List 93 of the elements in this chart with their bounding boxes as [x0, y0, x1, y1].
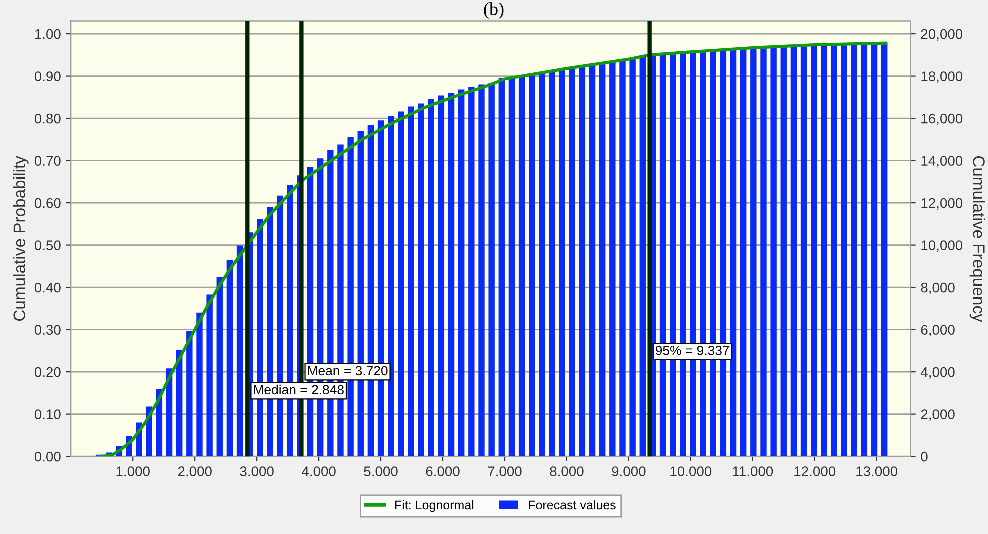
y-tick-label: 0.00	[34, 452, 61, 462]
x-tick-label: 11.000	[733, 466, 774, 476]
bar	[810, 45, 818, 457]
bar	[750, 48, 757, 457]
x-tick-label: 9.000	[612, 466, 646, 476]
bar	[630, 58, 636, 457]
y-tick-label: 0.80	[34, 114, 61, 124]
bar	[226, 260, 234, 457]
bar	[760, 48, 767, 457]
chart-title: (b)	[484, 2, 504, 20]
y2-axis-title: Cumulative Frequency	[970, 156, 986, 322]
bar	[539, 72, 546, 457]
y-tick-label: 0.70	[34, 156, 61, 166]
bar	[388, 116, 394, 457]
bar	[428, 100, 434, 457]
bar	[186, 332, 193, 457]
bar	[468, 87, 475, 457]
bar	[579, 66, 586, 457]
y-tick-label: 0.20	[34, 367, 61, 378]
x-tick-label: 13.000	[856, 466, 898, 476]
y2-tick-label: 2,000	[921, 410, 955, 422]
y-tick-label: 0.60	[34, 198, 61, 208]
y-tick-label: 0.10	[34, 410, 61, 420]
bar	[620, 60, 626, 457]
bar	[881, 43, 888, 457]
y2-tick-label: 20,000	[921, 29, 963, 41]
x-tick-label: 6.000	[426, 466, 460, 476]
bar	[206, 294, 213, 457]
bar	[528, 74, 536, 457]
bar	[196, 312, 203, 457]
bar	[780, 46, 787, 457]
x-tick-label: 12.000	[794, 466, 836, 476]
bar	[790, 46, 798, 457]
ref-line-label: 95% = 9.337	[656, 346, 730, 356]
x-tick-label: 4.000	[302, 466, 336, 476]
x-tick-label: 3.000	[240, 466, 274, 476]
legend-label: Forecast values	[529, 500, 616, 510]
y2-tick-label: 0	[921, 452, 928, 462]
y-tick-label: 0.90	[34, 72, 61, 82]
bar	[770, 46, 777, 457]
y-tick-label: 0.40	[34, 282, 61, 293]
y2-tick-label: 18,000	[922, 72, 963, 84]
y2-tick-label: 14,000	[922, 156, 963, 168]
x-tick-label: 5.000	[364, 466, 398, 476]
bar	[478, 84, 485, 457]
y-tick-label: 0.50	[34, 240, 61, 250]
bar	[216, 276, 223, 457]
bar	[740, 48, 747, 457]
bar	[610, 61, 616, 457]
bar	[448, 93, 455, 457]
x-tick-label: 8.000	[550, 466, 584, 476]
bar	[861, 43, 868, 457]
bar	[640, 56, 646, 457]
ref-line-label: Median = 2.848	[254, 384, 344, 395]
bar	[438, 96, 445, 457]
bar	[408, 106, 414, 457]
bar	[498, 78, 505, 457]
x-tick-label: 1.000	[116, 466, 150, 476]
bar	[176, 350, 183, 457]
bar	[569, 67, 576, 457]
bar	[730, 49, 737, 457]
bar	[398, 112, 404, 457]
y2-tick-label: 16,000	[922, 114, 963, 126]
x-tick-label: 2.000	[178, 466, 212, 476]
x-tick-label: 7.000	[488, 466, 522, 476]
bar	[589, 64, 596, 457]
legend-label: Fit: Lognormal	[396, 500, 474, 512]
y-tick-label: 0.30	[34, 325, 61, 335]
bar	[518, 75, 526, 457]
bar	[488, 83, 495, 457]
y-tick-label: 1.00	[35, 29, 61, 40]
bar	[418, 104, 424, 457]
bar	[458, 90, 465, 457]
y2-tick-label: 10,000	[922, 240, 963, 252]
ref-line-label: Mean = 3.720	[308, 366, 388, 376]
y2-tick-label: 4,000	[920, 367, 955, 379]
bar	[841, 44, 848, 457]
bar	[549, 70, 556, 457]
bar	[831, 44, 838, 457]
bar	[680, 52, 686, 457]
bar	[871, 43, 878, 457]
bar	[508, 77, 516, 457]
y2-tick-label: 8,000	[921, 282, 955, 294]
y2-tick-label: 6,000	[921, 325, 955, 337]
bar	[800, 45, 808, 457]
bar	[821, 45, 828, 457]
bar	[559, 69, 566, 457]
y-axis-title: Cumulative Probability	[13, 156, 29, 322]
x-tick-label: 10.000	[670, 466, 712, 476]
y2-tick-label: 12,000	[922, 198, 963, 210]
bar	[236, 246, 244, 457]
line-series	[97, 42, 888, 457]
bar	[599, 62, 606, 457]
